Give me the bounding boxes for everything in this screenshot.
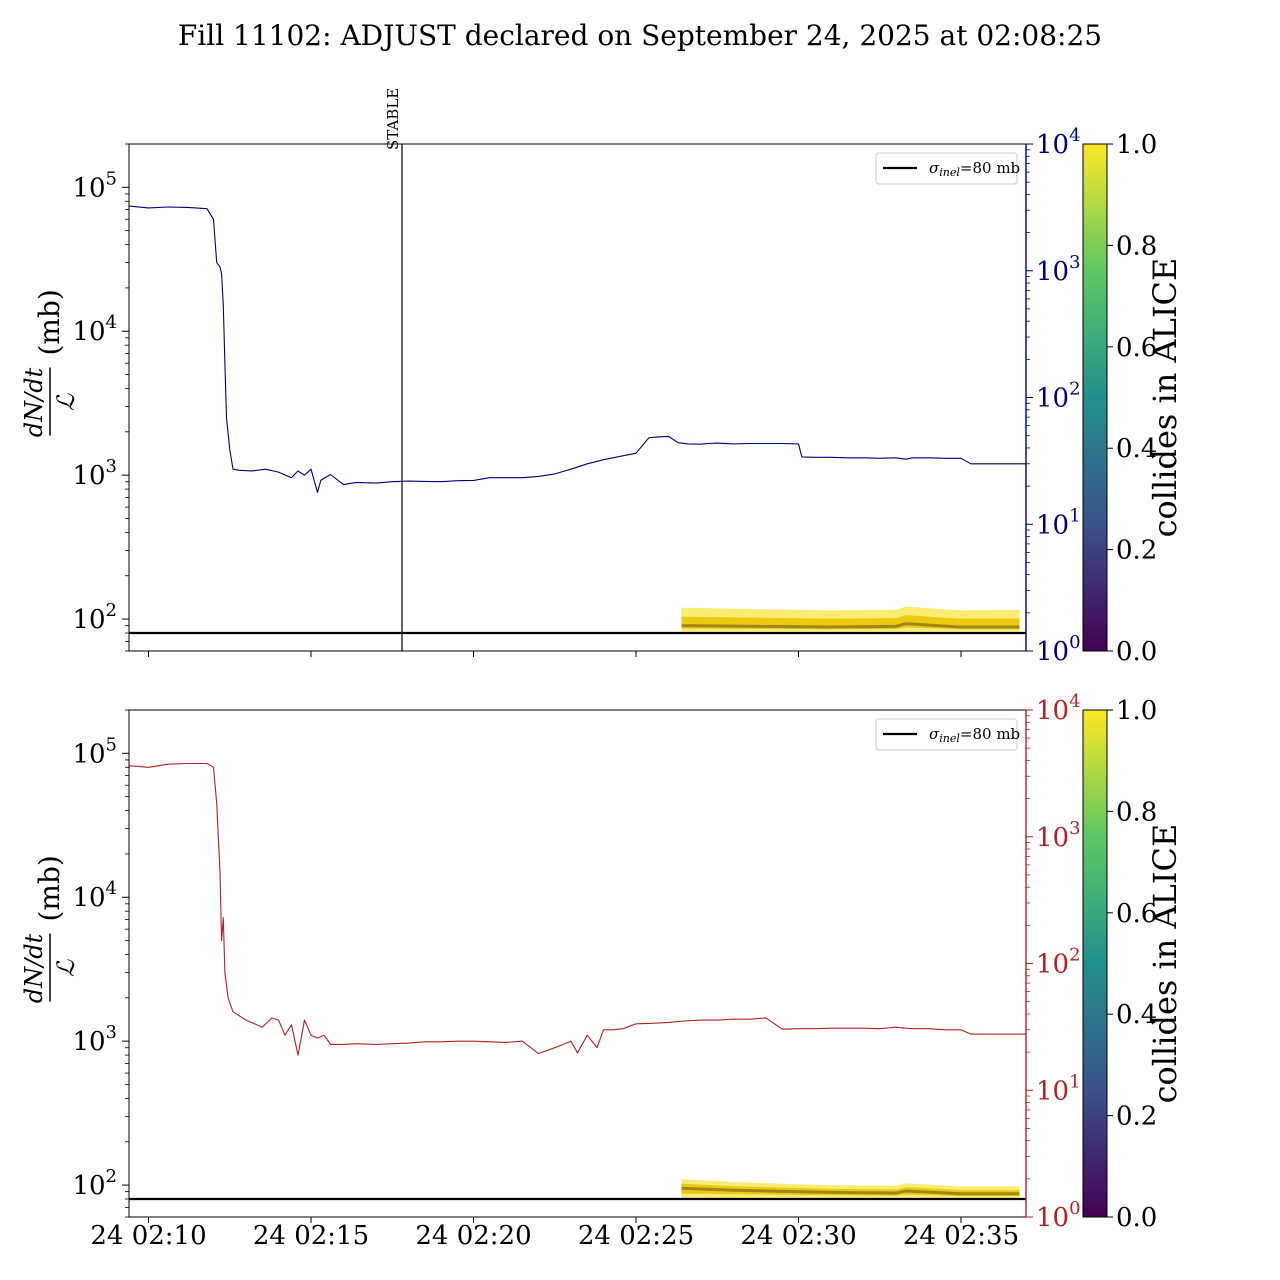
y-tick-label: 105 [72, 734, 117, 769]
y-label-denominator: ℒ [52, 393, 80, 411]
legend-label: σinel=80 mb [929, 725, 1020, 745]
colorbar-gradient [1082, 143, 1108, 652]
figure-title: Fill 11102: ADJUST declared on September… [178, 19, 1102, 52]
colorbar-tick-label: 0.0 [1116, 1203, 1157, 1233]
y-tick-label: 104 [72, 312, 117, 347]
right-tick-label: 102 [1036, 945, 1081, 980]
colorbar-tick-label: 1.0 [1116, 130, 1157, 160]
colorbar-tick-label: 0.0 [1116, 637, 1157, 667]
colorbar-bottom: 0.0 0.2 0.4 0.6 0.8 1.0 collides in ALICE [1082, 696, 1184, 1233]
legend: σinel=80 mb [875, 152, 1020, 185]
right-tick-label: 100 [1036, 1198, 1081, 1233]
colorbar-tick-label: 0.2 [1116, 536, 1157, 566]
y-label-unit: (mb) [33, 289, 66, 355]
colorbar-tick-label: 0.8 [1116, 797, 1157, 827]
right-tick-label: 102 [1036, 379, 1081, 414]
right-tick-label: 101 [1036, 1071, 1081, 1106]
colorbar-tick-label: 0.6 [1116, 333, 1157, 363]
colorbar-tick-label: 1.0 [1116, 696, 1157, 726]
y-tick-label: 102 [72, 1166, 117, 1201]
colorbar-top: 0.0 0.2 0.4 0.6 0.8 1.0 collides in ALICE [1082, 130, 1184, 667]
legend-box [875, 718, 1018, 751]
y-tick-label: 105 [72, 168, 117, 203]
stable-marker-label: STABLE [384, 88, 402, 150]
x-tick-label: 24 02:35 [903, 1221, 1019, 1251]
series-line-top [129, 205, 1026, 493]
colorbar-tick-label: 0.2 [1116, 1102, 1157, 1132]
y-tick-label: 102 [72, 600, 117, 635]
series-line-bottom [129, 762, 1026, 1056]
colorbar-tick-label: 0.4 [1116, 1000, 1157, 1030]
y-tick-label: 103 [72, 456, 117, 491]
right-tick-label: 100 [1036, 632, 1081, 667]
chart-panel-bottom: 102 103 104 105 100 101 102 103 104 24 02:10 24 02… [20, 691, 1081, 1251]
x-tick-label: 24 02:30 [740, 1221, 856, 1251]
colorbar-gradient [1082, 709, 1108, 1218]
x-tick-label: 24 02:10 [90, 1221, 206, 1251]
colorbar-tick-label: 0.6 [1116, 899, 1157, 929]
collides-band-core [681, 1186, 1020, 1196]
colorbar-tick-label: 0.8 [1116, 231, 1157, 261]
collides-band-core [681, 622, 1020, 629]
y-label-denominator: ℒ [52, 959, 80, 977]
colorbar-label: collides in ALICE [1146, 258, 1184, 538]
right-tick-label: 104 [1036, 125, 1081, 160]
x-tick-label: 24 02:15 [253, 1221, 369, 1251]
right-tick-label: 101 [1036, 505, 1081, 540]
y-axis-label: dN/dt ℒ (mb) [20, 855, 80, 1003]
right-tick-label: 104 [1036, 691, 1081, 726]
y-tick-label: 104 [72, 878, 117, 913]
right-tick-label: 103 [1036, 818, 1081, 853]
legend-box [875, 152, 1018, 185]
legend-label: σinel=80 mb [929, 159, 1020, 179]
y-axis-label: dN/dt ℒ (mb) [20, 289, 80, 437]
legend: σinel=80 mb [875, 718, 1020, 751]
y-label-numerator: dN/dt [20, 933, 48, 1003]
y-label-unit: (mb) [33, 855, 66, 921]
right-tick-label: 103 [1036, 252, 1081, 287]
x-tick-label: 24 02:20 [415, 1221, 531, 1251]
chart-panel-top: STABLE 102 103 104 105 100 101 102 103 104 dN/dt ℒ (… [20, 88, 1081, 667]
y-label-numerator: dN/dt [20, 367, 48, 437]
colorbar-tick-label: 0.4 [1116, 434, 1157, 464]
y-tick-label: 103 [72, 1022, 117, 1057]
plot-frame [128, 143, 1027, 652]
plot-frame [128, 709, 1027, 1218]
colorbar-label: collides in ALICE [1146, 824, 1184, 1104]
x-tick-label: 24 02:25 [578, 1221, 694, 1251]
